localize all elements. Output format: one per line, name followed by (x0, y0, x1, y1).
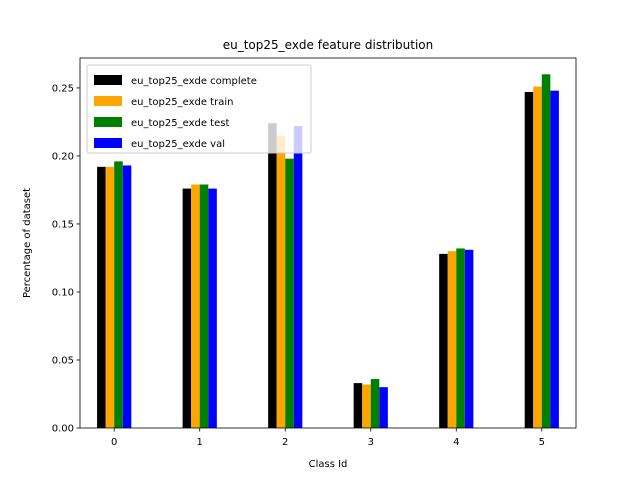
x-tick-label: 5 (539, 437, 545, 448)
x-tick-label: 0 (111, 437, 117, 448)
bar-series-3-class-3 (379, 387, 388, 428)
x-tick-label: 4 (453, 437, 459, 448)
legend-box (86, 64, 312, 154)
x-tick-label: 1 (197, 437, 203, 448)
x-axis-label: Class Id (309, 459, 348, 470)
bar-series-3-class-4 (464, 249, 474, 428)
x-tick-label: 2 (282, 437, 288, 448)
y-tick-label: 0.00 (52, 424, 74, 435)
legend-swatch-2 (94, 117, 122, 127)
bar-series-3-class-5 (550, 90, 559, 429)
bar-series-3-class-0 (122, 165, 132, 428)
bar-series-2-class-3 (370, 379, 380, 428)
bar-series-3-class-2 (293, 126, 303, 428)
bar-series-1-class-1 (191, 184, 200, 428)
legend-label-0: eu_top25_exde complete (131, 76, 257, 87)
bar-series-0-class-3 (353, 383, 363, 428)
bars-group (97, 74, 559, 429)
legend-label-3: eu_top25_exde val (131, 139, 225, 150)
bar-series-1-class-2 (276, 135, 286, 429)
bar-series-1-class-5 (533, 86, 542, 428)
x-tick-label: 3 (368, 437, 374, 448)
bar-series-2-class-2 (285, 158, 294, 428)
chart-title: eu_top25_exde feature distribution (223, 38, 434, 52)
legend-swatch-0 (94, 75, 122, 85)
y-tick-label: 0.05 (52, 355, 74, 366)
y-axis: 0.00 0.05 0.10 0.15 0.20 0.25 (52, 83, 80, 435)
bar-series-0-class-0 (97, 166, 106, 428)
y-tick-label: 0.15 (52, 219, 74, 230)
bar-series-0-class-4 (439, 253, 448, 428)
bar-series-0-class-1 (182, 188, 192, 428)
bar-series-1-class-3 (362, 384, 371, 428)
legend: eu_top25_exde complete eu_top25_exde trai… (86, 64, 312, 154)
legend-label-2: eu_top25_exde test (131, 118, 229, 129)
legend-swatch-1 (94, 96, 122, 106)
plot-frame (79, 57, 577, 429)
bar-series-3-class-1 (208, 188, 217, 428)
bar-series-0-class-2 (268, 123, 277, 428)
bar-series-2-class-4 (456, 248, 465, 428)
y-tick-label: 0.10 (52, 287, 74, 298)
x-axis: 0 1 2 3 4 5 (111, 428, 545, 448)
bar-series-2-class-0 (114, 161, 123, 428)
y-tick-label: 0.25 (52, 83, 74, 94)
bar-series-1-class-0 (105, 166, 115, 428)
bar-series-0-class-5 (524, 92, 534, 428)
bar-series-2-class-1 (199, 184, 209, 428)
y-tick-label: 0.20 (52, 151, 74, 162)
y-axis-label: Percentage of dataset (22, 188, 33, 298)
bar-series-1-class-4 (447, 251, 457, 428)
legend-label-1: eu_top25_exde train (131, 97, 233, 108)
legend-swatch-3 (94, 138, 122, 148)
bar-series-2-class-5 (541, 74, 551, 428)
